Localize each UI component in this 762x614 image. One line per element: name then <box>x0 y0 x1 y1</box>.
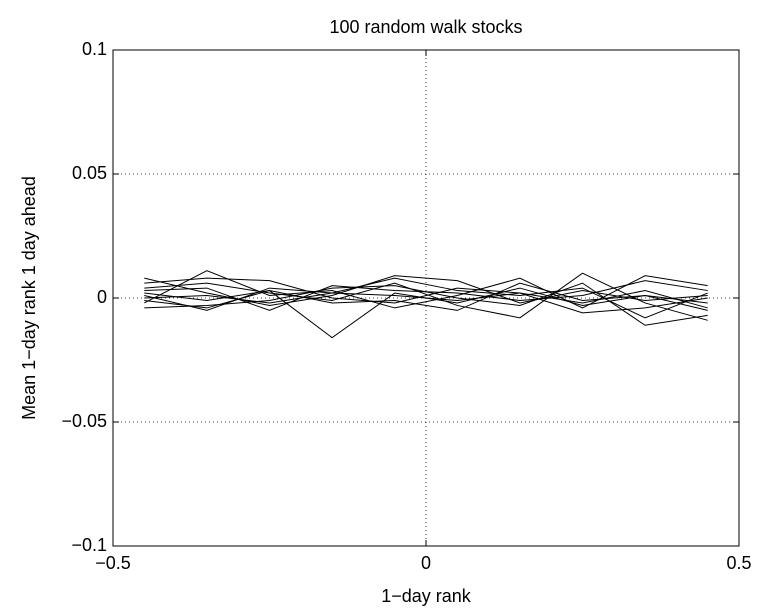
series-line <box>144 270 708 309</box>
y-axis-label: Mean 1−day rank 1 day ahead <box>19 176 39 420</box>
plot-frame <box>112 49 740 547</box>
chart-title: 100 random walk stocks <box>329 17 522 37</box>
x-tick-label: −0.5 <box>95 553 131 573</box>
x-axis-label: 1−day rank <box>381 586 472 606</box>
y-tick-label: −0.1 <box>71 535 107 555</box>
x-tick-label: 0.5 <box>726 553 751 573</box>
y-tick-label: 0.05 <box>72 163 107 183</box>
y-tick-label: 0 <box>97 287 107 307</box>
x-tick-label: 0 <box>421 553 431 573</box>
series-line <box>144 280 708 311</box>
y-tick-label: −0.05 <box>61 411 107 431</box>
series-line <box>144 277 708 309</box>
y-tick-label: 0.1 <box>82 39 107 59</box>
